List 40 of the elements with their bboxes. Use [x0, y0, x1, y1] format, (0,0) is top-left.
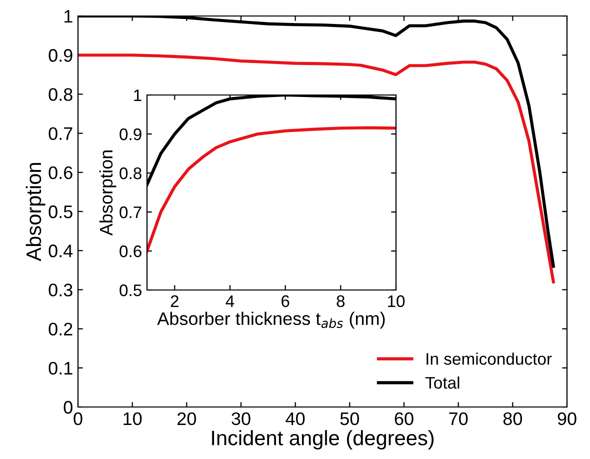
x-tick-label: 60 [394, 412, 414, 426]
y-tick-label: 0.2 [48, 322, 72, 336]
y-axis-title: Absorption [26, 163, 46, 262]
x-tick-label: 70 [449, 412, 468, 426]
y-tick-label: 0.8 [120, 167, 142, 180]
x-tick-label: 10 [124, 412, 142, 426]
x-tick-label: 2 [170, 295, 178, 307]
x-tick-label: 50 [340, 412, 360, 426]
x-tick-label: 90 [558, 412, 576, 426]
y-tick-label: 0.5 [120, 284, 142, 296]
y-tick-label: 0.7 [48, 127, 72, 140]
legend-label: Total [425, 376, 460, 389]
y-tick-label: 0 [64, 400, 72, 414]
y-tick-label: 0.9 [48, 49, 72, 62]
x-tick-label: 4 [226, 295, 234, 307]
y-tick-label: 0.8 [48, 88, 72, 101]
x-tick-label: 40 [286, 412, 305, 426]
x-tick-label: 10 [388, 295, 405, 308]
legend-label: In semiconductor [426, 352, 552, 365]
x-axis-title: Absorber thickness t$_{abs}$ (nm) [157, 312, 385, 329]
y-tick-label: 0.1 [48, 362, 72, 375]
y-tick-label: 0.3 [48, 284, 72, 296]
y-axis-title: Absorption [99, 150, 116, 236]
y-tick-label: 0.4 [48, 244, 73, 258]
y-tick-label: 0.7 [120, 206, 142, 218]
line-series [78, 54, 555, 284]
x-tick-label: 8 [336, 295, 345, 308]
x-tick-label: 0 [74, 412, 82, 426]
x-axis-title: Incident angle (degrees) [212, 430, 434, 450]
x-tick-label: 6 [282, 295, 290, 308]
x-tick-label: 20 [178, 412, 196, 426]
y-tick-label: 1 [64, 10, 72, 23]
y-tick-label: 0.6 [48, 166, 72, 180]
x-tick-label: 30 [232, 412, 250, 426]
x-tick-label: 80 [503, 412, 522, 426]
y-tick-label: 0.6 [120, 245, 142, 258]
y-tick-label: 0.9 [120, 128, 142, 140]
y-tick-label: 1 [134, 90, 142, 102]
y-tick-label: 0.5 [48, 205, 72, 218]
line-series [147, 126, 396, 253]
